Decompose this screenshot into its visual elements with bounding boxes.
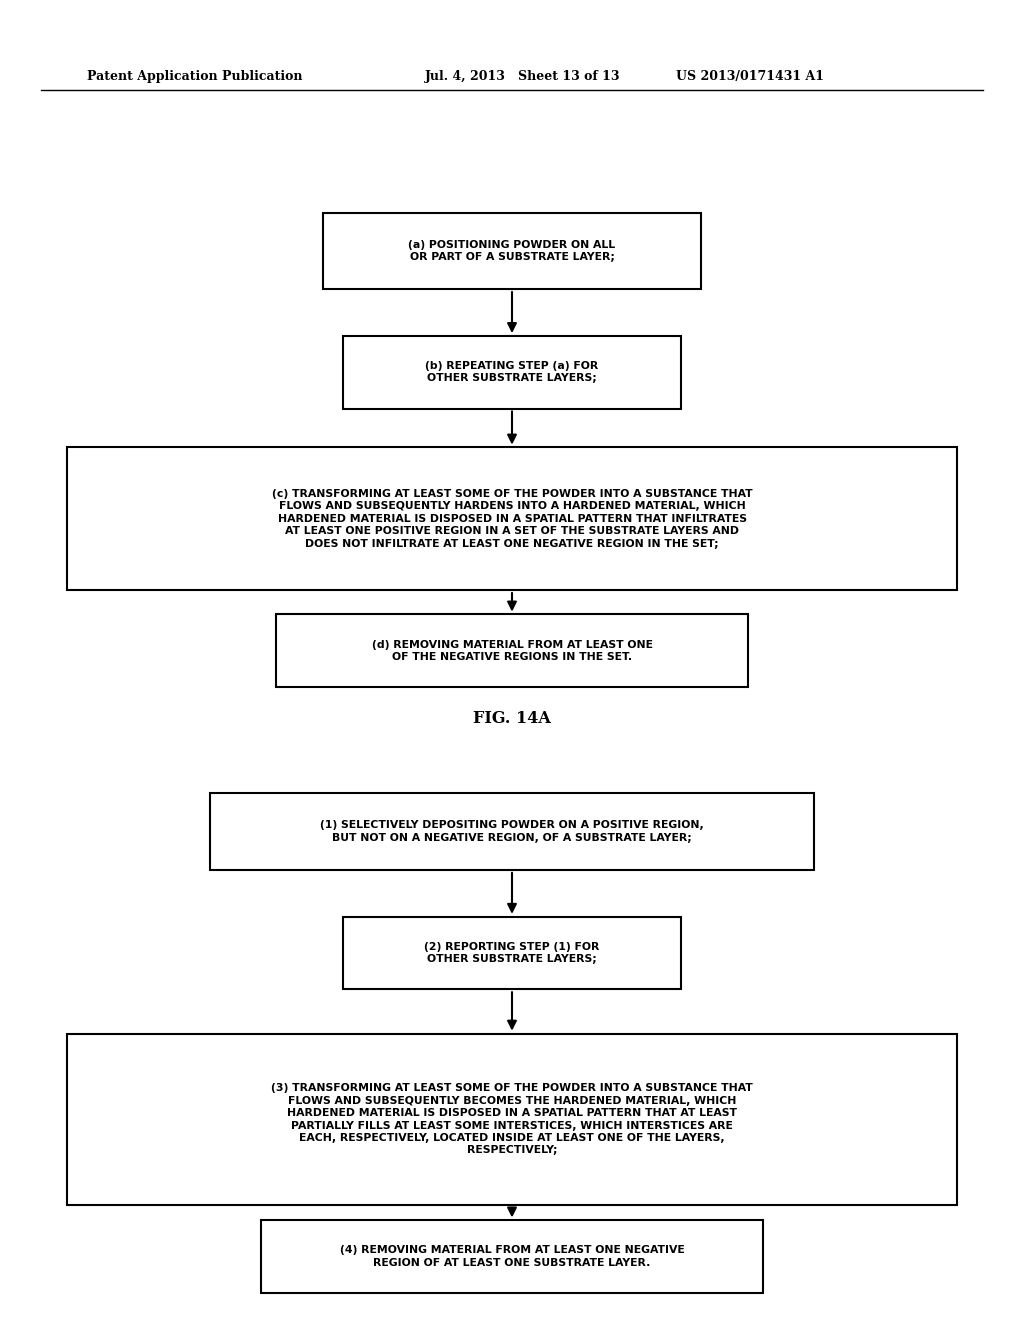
- Text: (2) REPORTING STEP (1) FOR
OTHER SUBSTRATE LAYERS;: (2) REPORTING STEP (1) FOR OTHER SUBSTRA…: [424, 942, 600, 964]
- Text: (3) TRANSFORMING AT LEAST SOME OF THE POWDER INTO A SUBSTANCE THAT
FLOWS AND SUB: (3) TRANSFORMING AT LEAST SOME OF THE PO…: [271, 1084, 753, 1155]
- FancyBboxPatch shape: [343, 335, 681, 409]
- Text: FIG. 14A: FIG. 14A: [473, 710, 551, 726]
- Text: (c) TRANSFORMING AT LEAST SOME OF THE POWDER INTO A SUBSTANCE THAT
FLOWS AND SUB: (c) TRANSFORMING AT LEAST SOME OF THE PO…: [271, 488, 753, 549]
- Text: Patent Application Publication: Patent Application Publication: [87, 70, 302, 83]
- FancyBboxPatch shape: [210, 793, 814, 870]
- FancyBboxPatch shape: [67, 447, 957, 590]
- Text: US 2013/0171431 A1: US 2013/0171431 A1: [676, 70, 824, 83]
- Text: (d) REMOVING MATERIAL FROM AT LEAST ONE
OF THE NEGATIVE REGIONS IN THE SET.: (d) REMOVING MATERIAL FROM AT LEAST ONE …: [372, 640, 652, 661]
- Text: (1) SELECTIVELY DEPOSITING POWDER ON A POSITIVE REGION,
BUT NOT ON A NEGATIVE RE: (1) SELECTIVELY DEPOSITING POWDER ON A P…: [321, 821, 703, 842]
- FancyBboxPatch shape: [276, 615, 748, 686]
- Text: (4) REMOVING MATERIAL FROM AT LEAST ONE NEGATIVE
REGION OF AT LEAST ONE SUBSTRAT: (4) REMOVING MATERIAL FROM AT LEAST ONE …: [340, 1246, 684, 1267]
- FancyBboxPatch shape: [261, 1220, 763, 1294]
- Text: (b) REPEATING STEP (a) FOR
OTHER SUBSTRATE LAYERS;: (b) REPEATING STEP (a) FOR OTHER SUBSTRA…: [425, 362, 599, 383]
- FancyBboxPatch shape: [343, 916, 681, 990]
- Text: (a) POSITIONING POWDER ON ALL
OR PART OF A SUBSTRATE LAYER;: (a) POSITIONING POWDER ON ALL OR PART OF…: [409, 240, 615, 261]
- FancyBboxPatch shape: [67, 1034, 957, 1205]
- FancyBboxPatch shape: [323, 213, 701, 289]
- Text: Jul. 4, 2013   Sheet 13 of 13: Jul. 4, 2013 Sheet 13 of 13: [425, 70, 621, 83]
